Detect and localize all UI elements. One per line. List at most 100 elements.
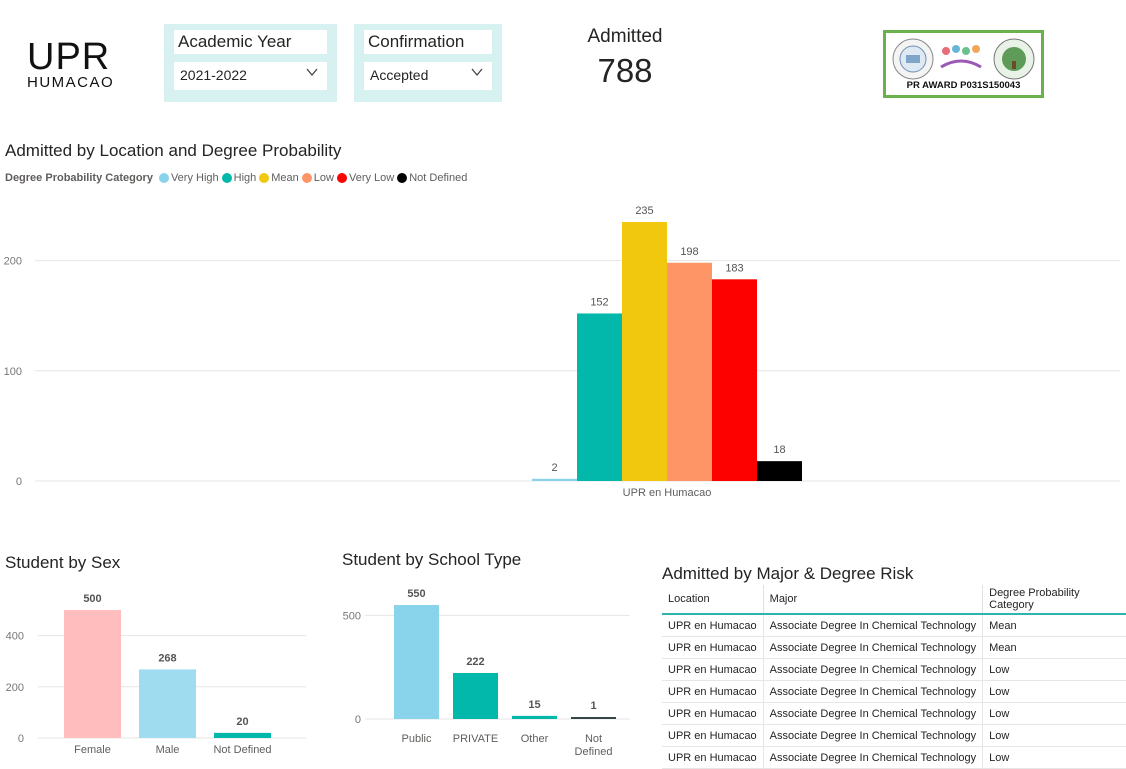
data-label: 18 [773,444,785,456]
table-cell: Mean [982,636,1126,659]
chevron-down-icon[interactable] [305,65,319,82]
bar-public [394,605,439,719]
major-risk-grid: Location Major Degree Probability Catego… [662,585,1126,769]
data-label: 550 [407,588,425,600]
x-category-label: PRIVATE [453,733,498,745]
table-cell: UPR en Humacao [662,614,764,637]
admitted-card-label: Admitted [587,26,663,47]
data-label: 20 [236,716,248,728]
legend-item-high[interactable]: High [221,172,257,184]
legend-title: Degree Probability Category [5,172,153,184]
logo-text-upr: UPR [27,36,111,78]
sex-chart-title: Student by Sex [5,553,121,572]
table-cell: Low [982,680,1126,703]
bar-low [667,262,712,481]
bar-male [139,669,196,738]
bar-not-defined [214,732,271,738]
x-category-label: Male [156,744,180,756]
academic-year-value: 2021-2022 [180,67,247,83]
table-cell: Mean [982,614,1126,637]
bar-not-defined [571,717,616,719]
x-category-label: Public [402,733,432,745]
y-tick-label: 0 [355,714,361,726]
table-cell: Low [982,658,1126,681]
x-category-label: UPR en Humacao [623,487,712,499]
data-label: 268 [158,652,176,664]
data-label: 15 [528,699,540,711]
bar-female [64,610,121,738]
award-seals-icon [892,38,1035,80]
admitted-card: Admitted 788 [565,26,685,90]
table-cell: UPR en Humacao [662,636,764,659]
academic-year-slicer[interactable]: Academic Year 2021-2022 [164,24,337,102]
confirmation-dropdown[interactable]: Accepted [364,62,492,90]
confirmation-value: Accepted [370,67,429,83]
bar-mean [622,222,667,481]
table-cell: Associate Degree In Chemical Technology [763,702,984,725]
y-tick-label: 0 [16,476,22,488]
column-header-degree-category[interactable]: Degree Probability Category [982,585,1126,615]
table-cell: Low [982,702,1126,725]
table-cell: Low [982,746,1126,769]
column-header-location[interactable]: Location [662,585,764,615]
table-row[interactable]: UPR en Humacao Associate Degree In Chemic… [662,680,1126,703]
table-row[interactable]: UPR en Humacao Associate Degree In Chemic… [662,614,1126,637]
bar-private [453,672,498,719]
legend-label: Very High [170,172,219,184]
legend-item-not-defined[interactable]: Not Defined [397,172,467,184]
table-cell: UPR en Humacao [662,680,764,703]
confirmation-slicer[interactable]: Confirmation Accepted [354,24,502,102]
data-label: 183 [725,262,743,274]
data-label: 500 [83,593,101,605]
legend-label: High [233,172,257,184]
school-chart: 0 500 550 Public 222 PRIVATE 15 Other 1 NotDefine… [343,588,630,758]
academic-year-dropdown[interactable]: 2021-2022 [174,62,327,90]
data-label: 235 [635,205,653,217]
award-text: PR AWARD P031S150043 [906,80,1021,91]
legend-item-low[interactable]: Low [301,172,334,184]
table-row[interactable]: UPR en Humacao Associate Degree In Chemic… [662,746,1126,769]
legend-dot-icon [397,173,408,183]
legend-label: Mean [271,172,299,184]
main-chart-legend: Degree Probability Category Very High Hi… [5,172,470,184]
legend-label: Not Defined [409,172,468,184]
sex-chart: 0 200 400 500 Female 268 Male 20 Not Defined [6,593,306,756]
table-row[interactable]: UPR en Humacao Associate Degree In Chemic… [662,702,1126,725]
table-cell: Associate Degree In Chemical Technology [763,636,984,659]
table-cell: Associate Degree In Chemical Technology [763,658,984,681]
legend-dot-icon [221,173,232,183]
table-row[interactable]: UPR en Humacao Associate Degree In Chemic… [662,724,1126,747]
major-risk-table: Location Major Degree Probability Catego… [662,585,1126,769]
legend-item-very-high[interactable]: Very High [158,172,219,184]
table-row[interactable]: UPR en Humacao Associate Degree In Chemic… [662,636,1126,659]
legend-dot-icon [259,173,270,183]
chevron-down-icon[interactable] [470,65,484,82]
logo-text-humacao: HUMACAO [27,74,115,91]
main-chart: 0 100 200 2 152 235 198 183 18 UPR en Humacao [4,205,1120,499]
data-label: 2 [551,462,557,474]
y-tick-label: 200 [6,682,24,694]
data-label: 198 [680,246,698,258]
y-tick-label: 400 [6,631,24,643]
bar-high [577,313,622,481]
legend-item-mean[interactable]: Mean [259,172,299,184]
x-category-label: Defined [575,746,613,758]
y-tick-label: 100 [4,366,22,378]
bar-very-low [712,279,757,481]
admitted-card-value: 788 [597,52,653,89]
school-chart-title: Student by School Type [342,550,522,569]
legend-label: Low [313,172,334,184]
column-header-major[interactable]: Major [763,585,984,615]
legend-item-very-low[interactable]: Very Low [336,172,395,184]
legend-label: Very Low [348,172,395,184]
data-label: 152 [590,296,608,308]
main-chart-title: Admitted by Location and Degree Probabil… [5,141,342,160]
table-cell: UPR en Humacao [662,724,764,747]
bar-other [512,715,557,719]
legend-dot-icon [336,173,347,183]
confirmation-title: Confirmation [364,30,492,54]
x-category-label: Other [521,733,549,745]
y-tick-label: 200 [4,256,22,268]
table-row[interactable]: UPR en Humacao Associate Degree In Chemic… [662,658,1126,681]
data-label: 1 [590,700,596,712]
